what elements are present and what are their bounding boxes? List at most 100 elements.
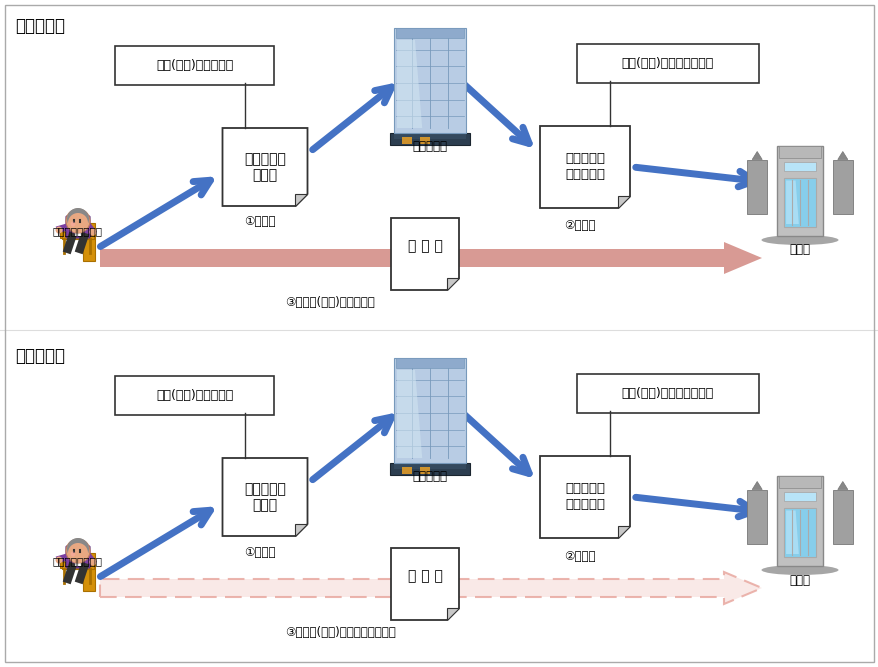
Text: 【改正前】: 【改正前】 — [15, 17, 65, 35]
Polygon shape — [785, 510, 798, 554]
Polygon shape — [837, 151, 847, 159]
FancyBboxPatch shape — [393, 461, 465, 469]
FancyBboxPatch shape — [779, 146, 820, 158]
Circle shape — [55, 556, 62, 564]
Text: 市役所: 市役所 — [788, 243, 810, 257]
Polygon shape — [100, 242, 761, 274]
Text: ②　報告: ② 報告 — [564, 219, 595, 233]
FancyBboxPatch shape — [779, 476, 820, 488]
Ellipse shape — [760, 565, 838, 575]
Text: ①　提出: ① 提出 — [244, 215, 276, 229]
Polygon shape — [539, 126, 630, 208]
FancyBboxPatch shape — [420, 467, 429, 474]
Polygon shape — [752, 482, 761, 490]
Text: 申 告 書: 申 告 書 — [407, 569, 442, 583]
Circle shape — [70, 221, 76, 227]
Polygon shape — [837, 482, 847, 490]
Circle shape — [68, 213, 88, 233]
Text: 【改正後】: 【改正後】 — [15, 347, 65, 365]
Polygon shape — [447, 608, 458, 620]
Text: 申 告 書: 申 告 書 — [407, 239, 442, 253]
FancyBboxPatch shape — [115, 46, 274, 85]
Circle shape — [67, 538, 89, 560]
Text: 扶養親族等: 扶養親族等 — [244, 152, 285, 166]
Polygon shape — [295, 524, 307, 536]
FancyBboxPatch shape — [390, 463, 470, 475]
FancyBboxPatch shape — [393, 358, 465, 463]
FancyBboxPatch shape — [83, 223, 95, 261]
Circle shape — [68, 543, 88, 563]
Polygon shape — [539, 456, 630, 538]
FancyBboxPatch shape — [746, 490, 766, 544]
Polygon shape — [447, 278, 458, 290]
FancyBboxPatch shape — [776, 476, 822, 566]
FancyBboxPatch shape — [783, 162, 815, 171]
Polygon shape — [617, 526, 630, 538]
FancyBboxPatch shape — [576, 44, 758, 83]
FancyBboxPatch shape — [832, 490, 852, 544]
Polygon shape — [397, 40, 421, 128]
FancyBboxPatch shape — [832, 159, 852, 213]
Text: 公的年金等: 公的年金等 — [565, 153, 604, 165]
Text: 年金保険者: 年金保険者 — [412, 141, 447, 153]
FancyBboxPatch shape — [62, 562, 94, 569]
FancyBboxPatch shape — [60, 226, 64, 238]
Text: ③　寡婦(寡夫)控除の申告は不要: ③ 寡婦(寡夫)控除の申告は不要 — [284, 626, 395, 640]
Text: ③　寡婦(寡夫)控除の申告: ③ 寡婦(寡夫)控除の申告 — [284, 297, 374, 309]
FancyBboxPatch shape — [776, 146, 822, 236]
Text: 申告書: 申告書 — [252, 498, 277, 512]
FancyBboxPatch shape — [401, 467, 412, 474]
Text: 公的年金等: 公的年金等 — [565, 482, 604, 496]
Circle shape — [90, 558, 97, 566]
Circle shape — [66, 539, 90, 563]
Text: ②　報告: ② 報告 — [564, 550, 595, 562]
FancyBboxPatch shape — [783, 492, 815, 501]
Polygon shape — [785, 181, 798, 224]
Polygon shape — [75, 557, 81, 566]
FancyBboxPatch shape — [396, 358, 464, 368]
Text: 寡婦(寡夫)の申告可能: 寡婦(寡夫)の申告可能 — [156, 389, 234, 402]
Text: 寡婦(寡夫)控除の適用なし: 寡婦(寡夫)控除の適用なし — [621, 57, 713, 70]
FancyBboxPatch shape — [783, 508, 815, 557]
FancyBboxPatch shape — [66, 216, 90, 238]
FancyBboxPatch shape — [746, 159, 766, 213]
FancyBboxPatch shape — [115, 376, 274, 415]
Polygon shape — [397, 370, 421, 458]
Polygon shape — [222, 128, 307, 206]
Polygon shape — [391, 548, 458, 620]
Polygon shape — [75, 227, 81, 236]
Ellipse shape — [760, 235, 838, 245]
Polygon shape — [295, 194, 307, 206]
Polygon shape — [100, 572, 761, 604]
Text: ①　提出: ① 提出 — [244, 546, 276, 558]
FancyBboxPatch shape — [396, 28, 464, 38]
Text: 公的年金等受給者: 公的年金等受給者 — [53, 556, 103, 566]
Circle shape — [55, 227, 62, 233]
Text: 市役所: 市役所 — [788, 574, 810, 586]
FancyBboxPatch shape — [390, 133, 470, 145]
Circle shape — [70, 552, 76, 556]
Text: 寡婦(寡夫)の申告不可: 寡婦(寡夫)の申告不可 — [156, 59, 234, 72]
FancyBboxPatch shape — [576, 374, 758, 413]
FancyBboxPatch shape — [393, 131, 465, 139]
Polygon shape — [222, 458, 307, 536]
Circle shape — [67, 208, 89, 230]
Text: 申告書: 申告書 — [252, 168, 277, 182]
FancyBboxPatch shape — [60, 556, 64, 568]
Polygon shape — [617, 196, 630, 208]
Text: 公的年金等受給者: 公的年金等受給者 — [53, 226, 103, 236]
Text: 支払報告書: 支払報告書 — [565, 169, 604, 181]
Polygon shape — [391, 218, 458, 290]
Text: 支払報告書: 支払報告書 — [565, 498, 604, 512]
FancyBboxPatch shape — [62, 232, 94, 239]
FancyBboxPatch shape — [393, 28, 465, 133]
FancyBboxPatch shape — [783, 177, 815, 227]
FancyBboxPatch shape — [420, 137, 429, 144]
FancyBboxPatch shape — [66, 546, 90, 568]
FancyBboxPatch shape — [401, 137, 412, 144]
Text: 寡婦(寡夫)控除の適用あり: 寡婦(寡夫)控除の適用あり — [621, 387, 713, 400]
Circle shape — [66, 209, 90, 233]
Text: 年金保険者: 年金保険者 — [412, 470, 447, 484]
FancyBboxPatch shape — [83, 553, 95, 591]
Circle shape — [90, 229, 97, 235]
